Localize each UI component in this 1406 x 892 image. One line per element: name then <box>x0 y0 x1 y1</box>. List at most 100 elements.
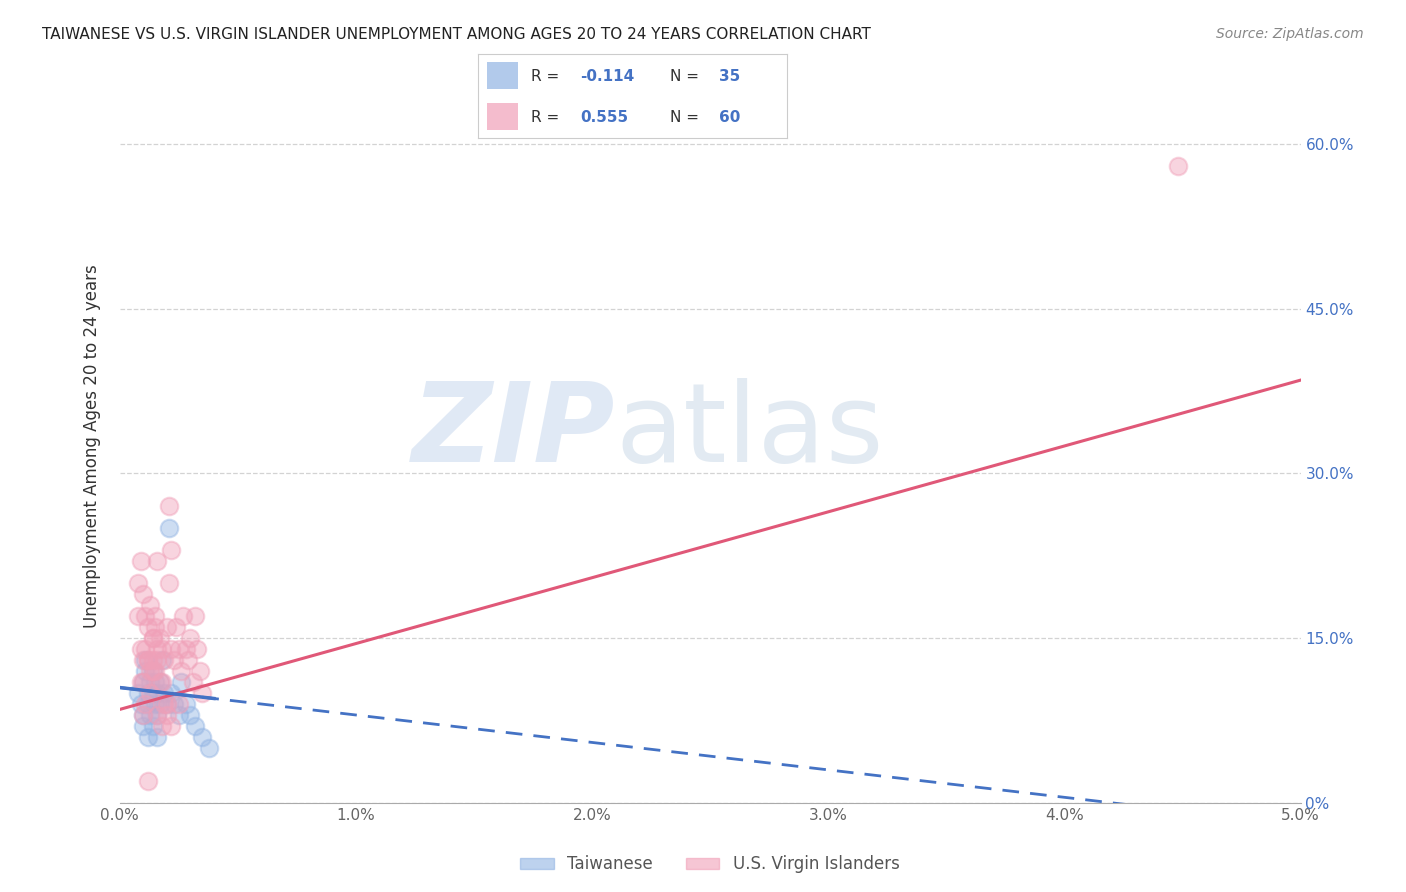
Point <box>156 697 179 711</box>
Point <box>142 686 165 700</box>
Point <box>150 653 173 667</box>
Point <box>146 642 169 657</box>
Point <box>174 697 197 711</box>
Point <box>167 697 190 711</box>
Point <box>127 609 149 624</box>
Point <box>136 620 159 634</box>
Text: atlas: atlas <box>616 378 884 485</box>
Point <box>142 653 165 667</box>
Point <box>132 708 155 723</box>
Point <box>150 675 173 690</box>
Legend: Taiwanese, U.S. Virgin Islanders: Taiwanese, U.S. Virgin Islanders <box>513 849 907 880</box>
Point <box>184 609 207 624</box>
Point <box>153 697 176 711</box>
Point <box>157 521 180 535</box>
Point <box>149 675 172 690</box>
Point <box>170 675 193 690</box>
Point <box>143 609 166 624</box>
Point <box>153 653 176 667</box>
Point <box>127 686 149 700</box>
Point <box>143 664 166 678</box>
Point <box>136 653 159 667</box>
Point <box>146 653 169 667</box>
Point <box>149 697 172 711</box>
Point <box>170 664 193 678</box>
Point <box>129 697 152 711</box>
Point <box>191 686 214 700</box>
Point <box>139 598 162 612</box>
Point <box>129 675 152 690</box>
Point <box>146 708 169 723</box>
Point <box>156 620 179 634</box>
Point <box>181 675 204 690</box>
Point <box>136 686 159 700</box>
Point <box>149 675 172 690</box>
Point <box>156 697 179 711</box>
Point <box>160 642 183 657</box>
Point <box>132 708 155 723</box>
Point <box>136 730 159 744</box>
Point <box>167 708 190 723</box>
Point <box>132 675 155 690</box>
Point <box>134 642 156 657</box>
Point <box>1167 159 1189 173</box>
Point <box>139 686 162 700</box>
Point <box>142 664 165 678</box>
Point <box>132 587 155 601</box>
Point <box>127 576 149 591</box>
Point <box>132 675 155 690</box>
Point <box>136 653 159 667</box>
Point <box>157 576 180 591</box>
Point <box>129 554 152 568</box>
Point <box>142 631 165 645</box>
Point <box>132 653 155 667</box>
Point <box>191 730 214 744</box>
Point <box>153 686 176 700</box>
Point <box>139 664 162 678</box>
Point <box>179 708 201 723</box>
Point <box>143 620 166 634</box>
Text: 35: 35 <box>720 69 741 84</box>
Text: Source: ZipAtlas.com: Source: ZipAtlas.com <box>1216 27 1364 41</box>
Point <box>160 543 183 558</box>
Point <box>139 675 162 690</box>
Point <box>142 719 165 733</box>
Point <box>129 642 152 657</box>
Point <box>146 708 169 723</box>
Point <box>156 708 179 723</box>
Point <box>163 697 186 711</box>
Point <box>150 642 173 657</box>
Text: TAIWANESE VS U.S. VIRGIN ISLANDER UNEMPLOYMENT AMONG AGES 20 TO 24 YEARS CORRELA: TAIWANESE VS U.S. VIRGIN ISLANDER UNEMPL… <box>42 27 872 42</box>
Text: -0.114: -0.114 <box>581 69 634 84</box>
Point <box>186 642 208 657</box>
Text: R =: R = <box>530 69 564 84</box>
Point <box>142 631 165 645</box>
Point <box>188 664 211 678</box>
Point <box>146 686 169 700</box>
Point <box>146 554 169 568</box>
Point <box>172 609 194 624</box>
Point <box>143 697 166 711</box>
Point <box>198 740 221 755</box>
Text: 60: 60 <box>720 110 741 125</box>
Point <box>136 773 159 788</box>
Point <box>157 500 180 514</box>
Point <box>142 664 165 678</box>
Text: N =: N = <box>669 69 703 84</box>
Point <box>136 697 159 711</box>
Point <box>132 719 155 733</box>
Point <box>134 609 156 624</box>
Point <box>134 653 156 667</box>
Point <box>149 631 172 645</box>
Point <box>179 631 201 645</box>
Point <box>139 708 162 723</box>
Point <box>134 664 156 678</box>
FancyBboxPatch shape <box>488 62 519 89</box>
Point <box>160 719 183 733</box>
Point <box>163 653 186 667</box>
Text: R =: R = <box>530 110 564 125</box>
Point <box>184 719 207 733</box>
Point <box>165 620 187 634</box>
Text: N =: N = <box>669 110 703 125</box>
FancyBboxPatch shape <box>488 103 519 130</box>
